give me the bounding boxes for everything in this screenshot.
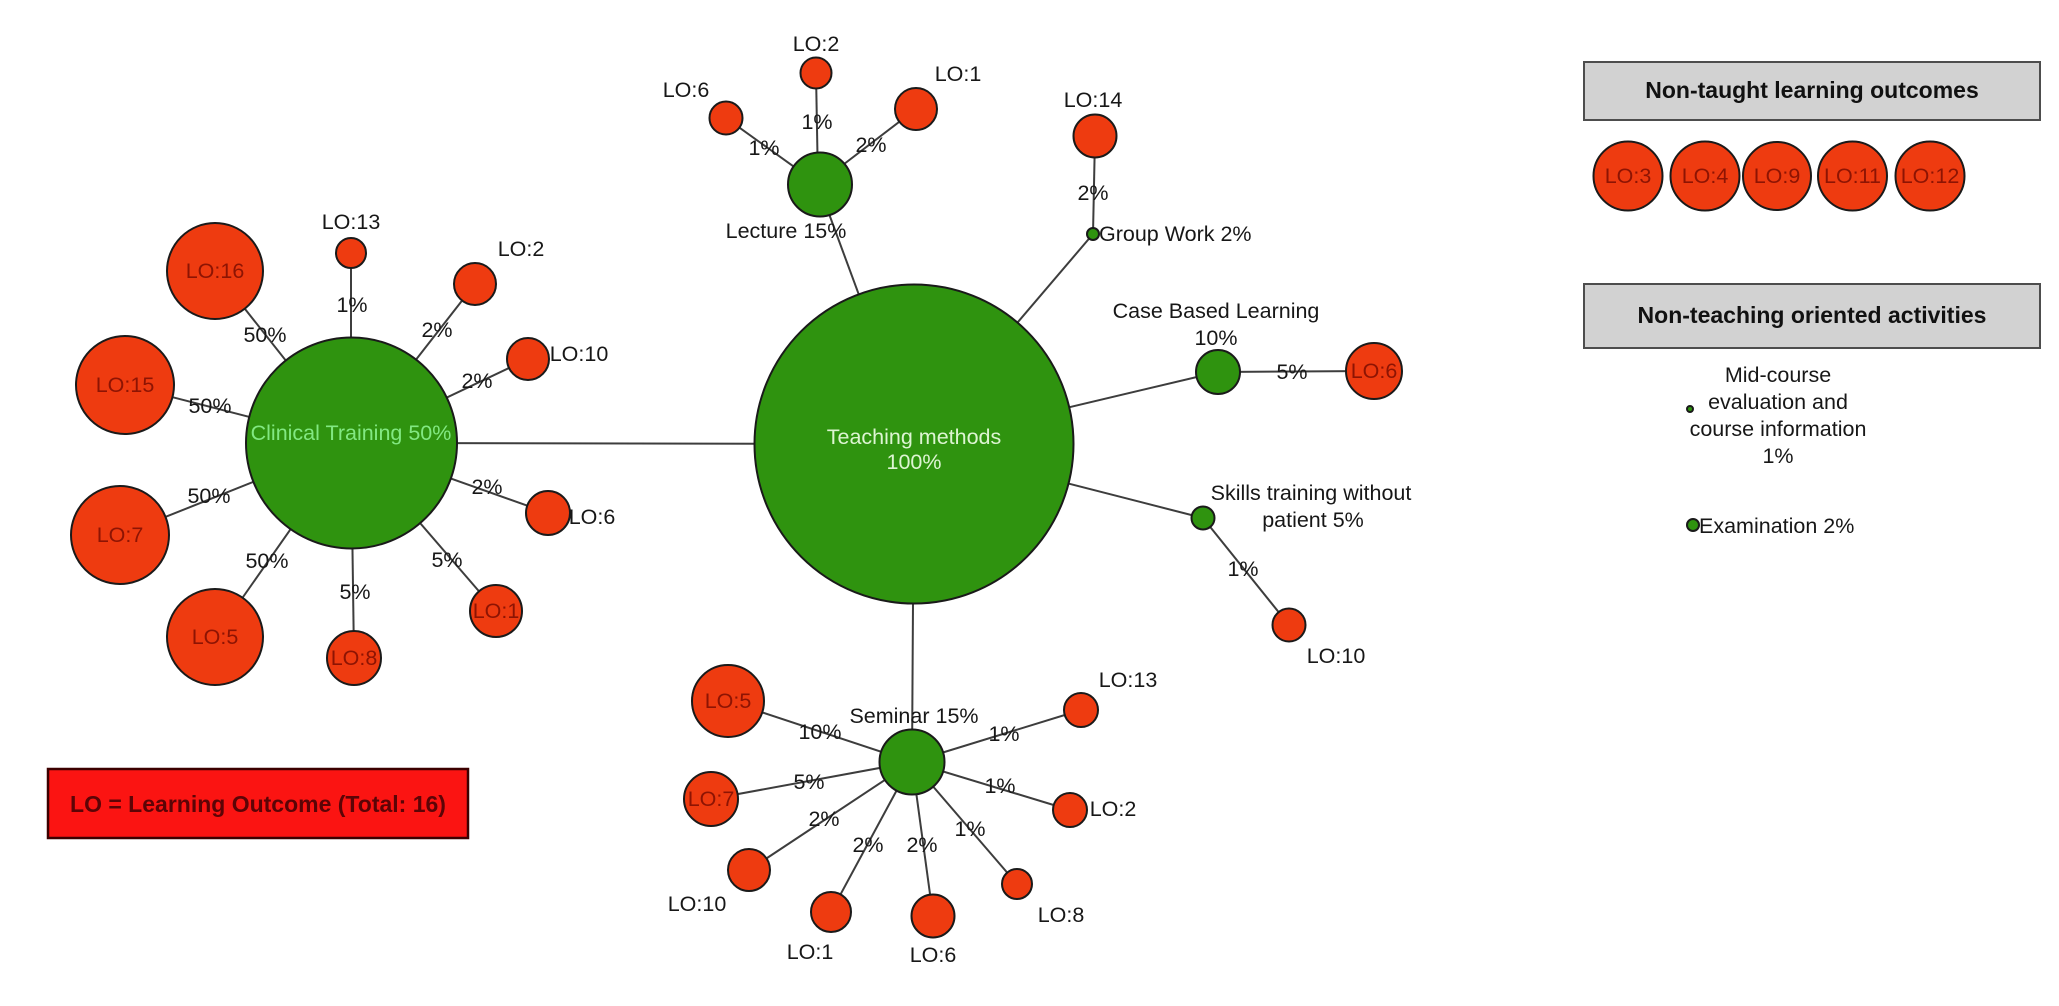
svg-text:10%: 10% [1194,326,1237,350]
svg-text:Clinical Training 50%: Clinical Training 50% [251,421,452,445]
svg-text:LO:2: LO:2 [498,237,545,261]
svg-text:50%: 50% [188,394,231,418]
svg-text:5%: 5% [339,580,370,604]
svg-text:1%: 1% [954,817,985,841]
svg-text:LO:14: LO:14 [1064,88,1123,112]
svg-text:LO:5: LO:5 [705,689,752,713]
svg-text:LO = Learning Outcome (Total:: LO = Learning Outcome (Total: 16) [70,791,446,817]
svg-text:5%: 5% [1276,360,1307,384]
svg-text:LO:13: LO:13 [1099,668,1158,692]
svg-text:1%: 1% [801,110,832,134]
svg-text:LO:1: LO:1 [473,599,520,623]
svg-text:50%: 50% [187,484,230,508]
svg-text:2%: 2% [808,807,839,831]
svg-text:Teaching methods: Teaching methods [827,425,1002,449]
svg-text:Case Based Learning: Case Based Learning [1113,299,1320,323]
svg-text:LO:15: LO:15 [96,373,155,397]
svg-text:course information: course information [1690,417,1867,441]
svg-text:LO:8: LO:8 [331,646,378,670]
svg-text:100%: 100% [887,450,942,474]
svg-text:LO:9: LO:9 [1754,164,1801,188]
svg-text:LO:16: LO:16 [186,259,245,283]
svg-text:Seminar 15%: Seminar 15% [849,704,978,728]
svg-text:5%: 5% [793,770,824,794]
svg-text:2%: 2% [1077,181,1108,205]
svg-text:2%: 2% [461,369,492,393]
svg-text:Non-teaching oriented activiti: Non-teaching oriented activities [1638,302,1987,328]
svg-text:LO:6: LO:6 [569,505,616,529]
svg-text:2%: 2% [906,833,937,857]
svg-text:50%: 50% [245,549,288,573]
svg-text:LO:6: LO:6 [1351,359,1398,383]
svg-text:Mid-course: Mid-course [1725,363,1831,387]
svg-text:2%: 2% [852,833,883,857]
svg-text:1%: 1% [984,774,1015,798]
svg-text:LO:12: LO:12 [1901,164,1960,188]
svg-text:5%: 5% [431,548,462,572]
svg-text:LO:10: LO:10 [550,342,609,366]
svg-text:LO:10: LO:10 [1307,644,1366,668]
svg-text:LO:10: LO:10 [668,892,727,916]
svg-text:LO:7: LO:7 [97,523,144,547]
svg-text:patient 5%: patient 5% [1262,508,1364,532]
svg-text:LO:7: LO:7 [688,787,735,811]
svg-text:10%: 10% [798,720,841,744]
svg-text:LO:6: LO:6 [663,78,710,102]
svg-text:2%: 2% [421,318,452,342]
svg-text:LO:11: LO:11 [1824,164,1881,188]
svg-text:1%: 1% [1227,557,1258,581]
svg-text:1%: 1% [748,136,779,160]
svg-text:2%: 2% [855,133,886,157]
svg-text:50%: 50% [243,323,286,347]
svg-text:Lecture 15%: Lecture 15% [726,219,847,243]
svg-text:2%: 2% [471,475,502,499]
svg-text:LO:1: LO:1 [935,62,982,86]
svg-text:LO:2: LO:2 [1090,797,1137,821]
svg-text:1%: 1% [1762,444,1793,468]
svg-text:LO:8: LO:8 [1038,903,1085,927]
svg-text:evaluation and: evaluation and [1708,390,1848,414]
svg-text:LO:4: LO:4 [1682,164,1729,188]
svg-text:1%: 1% [988,722,1019,746]
svg-text:Group Work 2%: Group Work 2% [1099,222,1252,246]
svg-text:LO:6: LO:6 [910,943,957,967]
svg-text:Skills training without: Skills training without [1211,481,1412,505]
svg-text:1%: 1% [336,293,367,317]
svg-text:LO:1: LO:1 [787,940,834,964]
svg-text:LO:3: LO:3 [1605,164,1652,188]
svg-text:Examination 2%: Examination 2% [1699,514,1854,538]
svg-text:LO:2: LO:2 [793,32,840,56]
svg-text:LO:5: LO:5 [192,625,239,649]
svg-text:LO:13: LO:13 [322,210,381,234]
svg-text:Non-taught learning outcomes: Non-taught learning outcomes [1645,77,1979,103]
